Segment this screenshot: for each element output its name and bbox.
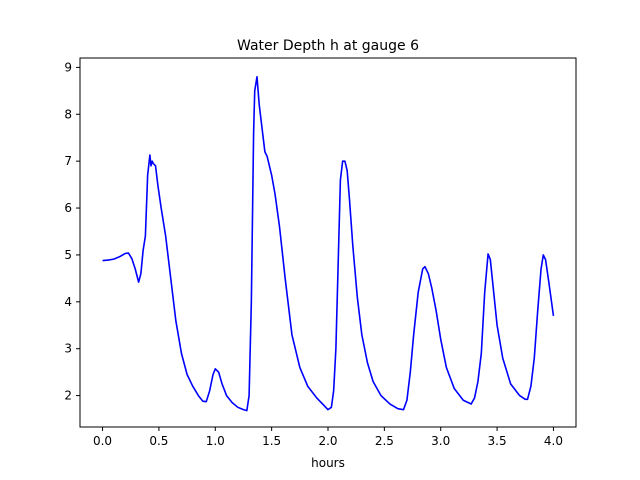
y-axis: 2 3 4 5 6 7 8 9 [64,60,80,403]
x-tick-label: 2.0 [318,434,337,448]
y-tick-label: 4 [64,295,72,309]
y-tick-label: 9 [64,60,72,74]
y-tick-label: 8 [64,107,72,121]
x-tick-label: 3.5 [488,434,507,448]
x-tick-label: 3.0 [431,434,450,448]
x-axis: 0.0 0.5 1.0 1.5 2.0 2.5 3.0 3.5 4.0 [93,427,563,448]
x-tick-label: 4.0 [544,434,563,448]
series-line-0 [102,75,555,412]
axes-frame [79,57,577,428]
y-tick-label: 3 [64,342,72,356]
x-tick-label: 0.0 [93,434,112,448]
x-tick-label: 1.0 [206,434,225,448]
x-tick-label: 2.5 [375,434,394,448]
chart-title: Water Depth h at gauge 6 [237,38,419,54]
y-tick-label: 5 [64,248,72,262]
plot-area [102,75,555,412]
y-tick-label: 6 [64,201,72,215]
y-tick-label: 7 [64,154,72,168]
y-tick-label: 2 [64,389,72,403]
x-tick-label: 0.5 [149,434,168,448]
x-tick-label: 1.5 [262,434,281,448]
x-axis-label: hours [311,456,345,470]
